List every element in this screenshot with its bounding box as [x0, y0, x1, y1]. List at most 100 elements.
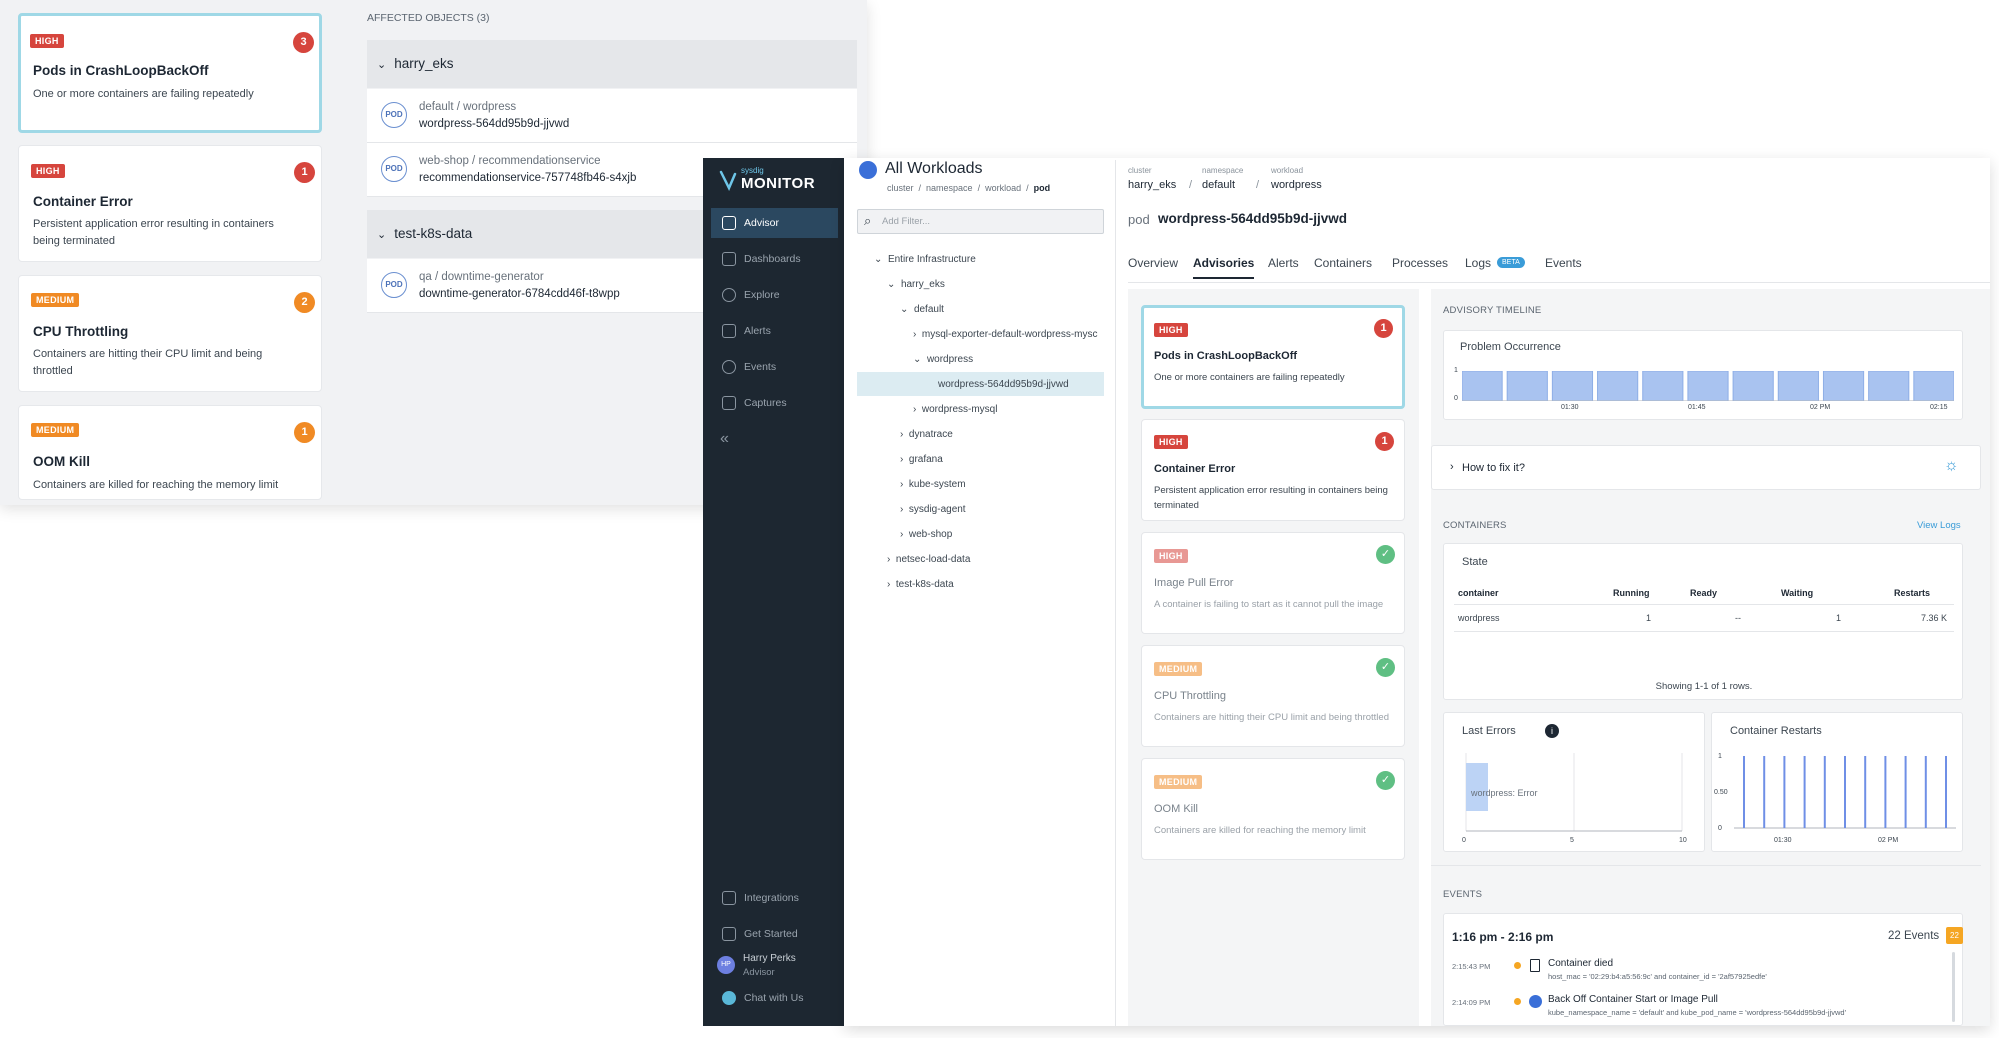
advisory-title: Pods in CrashLoopBackOff [33, 63, 209, 78]
nav-events[interactable]: Events [711, 352, 838, 382]
view-logs-link[interactable]: View Logs [1917, 520, 1961, 531]
x-tick: 02:15 [1930, 404, 1948, 411]
severity-badge: HIGH [1154, 323, 1188, 337]
nav-integrations[interactable]: Integrations [711, 883, 838, 913]
event-row[interactable]: 2:14:09 PM Back Off Container Start or I… [1444, 992, 1964, 1020]
value-cluster: harry_eks [1128, 179, 1177, 191]
tab-containers[interactable]: Containers [1314, 256, 1373, 270]
workloads-title: All Workloads [885, 160, 983, 177]
tree-label: test-k8s-data [895, 579, 954, 590]
dashboard-icon [722, 252, 736, 266]
timeline-bar [1868, 371, 1910, 401]
tree-item[interactable]: › mysql-exporter-default-wordpress-mysc [913, 329, 1098, 340]
timeline-bar [1506, 371, 1548, 401]
group-header[interactable]: ⌄ harry_eks [367, 40, 857, 88]
tree-label: harry_eks [900, 279, 945, 290]
compass-icon [722, 288, 736, 302]
tree-item[interactable]: › web-shop [900, 529, 953, 540]
user-role: Advisor [743, 967, 775, 978]
x-tick: 01:30 [1561, 404, 1579, 411]
timeline-bar [1551, 371, 1594, 401]
tree-item[interactable]: ⌄ wordpress [913, 354, 974, 365]
error-bar [1466, 763, 1488, 811]
crumb-pod[interactable]: pod [1033, 183, 1051, 193]
tab-advisories[interactable]: Advisories [1193, 256, 1255, 279]
advisory-title: OOM Kill [33, 454, 90, 469]
beta-badge: BETA [1497, 257, 1525, 268]
advisory-card[interactable]: HIGH 3 Pods in CrashLoopBackOff One or m… [18, 13, 322, 133]
check-icon: ✓ [1376, 545, 1395, 564]
tree-item[interactable]: › dynatrace [900, 429, 953, 440]
affected-object-row[interactable]: POD default / wordpress wordpress-564dd9… [367, 89, 857, 143]
tree-item[interactable]: › grafana [900, 454, 943, 465]
advisory-card[interactable]: HIGH 1 Container Error Persistent applic… [18, 145, 322, 262]
avatar[interactable]: HP [717, 956, 735, 974]
scrollbar[interactable] [1952, 952, 1955, 1022]
tree-label: wordpress-mysql [921, 404, 998, 415]
search-icon: ⌕ [864, 213, 872, 228]
advisory-card[interactable]: HIGH ✓ Image Pull Error A container is f… [1141, 532, 1405, 634]
info-icon[interactable]: i [1545, 724, 1559, 738]
crumb-namespace[interactable]: namespace [926, 183, 973, 193]
event-time: 2:14:09 PM [1452, 998, 1491, 1007]
last-errors-chart: Last Errors i wordpress: Error 0 5 10 [1443, 712, 1705, 852]
events-range: 1:16 pm - 2:16 pm [1452, 930, 1554, 944]
tree-item[interactable]: ⌄ Entire Infrastructure [874, 254, 976, 265]
advisory-card[interactable]: MEDIUM 2 CPU Throttling Containers are h… [18, 275, 322, 392]
tree-item[interactable]: ⌄ harry_eks [887, 279, 945, 290]
advisory-card[interactable]: MEDIUM ✓ OOM Kill Containers are killed … [1141, 758, 1405, 860]
advisory-card[interactable]: HIGH 1 Pods in CrashLoopBackOff One or m… [1141, 305, 1405, 409]
nav-dashboards[interactable]: Dashboards [711, 244, 838, 274]
crumb-cluster[interactable]: cluster [887, 183, 914, 193]
nav-get-started[interactable]: Get Started [711, 919, 838, 949]
crumb-workload[interactable]: workload [985, 183, 1022, 193]
column-header: Waiting [1781, 588, 1814, 598]
chart-title: Container Restarts [1730, 725, 1822, 737]
tree-item[interactable]: ⌄ default [900, 304, 944, 315]
advisor-icon [722, 216, 736, 230]
count-badge: 1 [294, 162, 315, 183]
tab-alerts[interactable]: Alerts [1268, 256, 1299, 270]
event-dot [1514, 998, 1521, 1005]
tree-label: dynatrace [908, 429, 953, 440]
advisory-title: OOM Kill [1154, 803, 1198, 815]
tab-events[interactable]: Events [1545, 256, 1582, 270]
advisory-card[interactable]: HIGH 1 Container Error Persistent applic… [1141, 419, 1405, 521]
label-cluster: cluster [1128, 166, 1152, 175]
cell: 1 [1646, 613, 1652, 623]
tree-label: default [913, 304, 944, 315]
advisory-card[interactable]: MEDIUM 1 OOM Kill Containers are killed … [18, 405, 322, 500]
advisory-title: CPU Throttling [1154, 690, 1226, 702]
filter-placeholder: Add Filter... [882, 216, 931, 227]
nav-alerts[interactable]: Alerts [711, 316, 838, 346]
sysdig-logo-icon [717, 168, 739, 192]
tree-item[interactable]: › kube-system [900, 479, 966, 490]
tree-label: web-shop [908, 529, 953, 540]
nav-captures[interactable]: Captures [711, 388, 838, 418]
chevron-right-icon: › [1450, 461, 1454, 473]
event-row[interactable]: 2:15:43 PM Container died host_mac = '02… [1444, 956, 1964, 984]
severity-badge: MEDIUM [31, 293, 80, 307]
collapse-icon[interactable]: « [720, 430, 729, 447]
tree-item[interactable]: › sysdig-agent [900, 504, 966, 515]
nav-explore[interactable]: Explore [711, 280, 838, 310]
object-name: downtime-generator-6784cdd46f-t8wpp [419, 288, 620, 300]
advisory-card[interactable]: MEDIUM ✓ CPU Throttling Containers are h… [1141, 645, 1405, 747]
tree-item-selected[interactable] [857, 372, 1104, 396]
object-namespace: web-shop / recommendationservice [419, 155, 601, 167]
tree-item[interactable]: › netsec-load-data [887, 554, 971, 565]
nav-advisor[interactable]: Advisor [711, 208, 838, 238]
tab-processes[interactable]: Processes [1392, 256, 1449, 270]
advisory-desc: Containers are killed for reaching the m… [1154, 825, 1366, 836]
table-row[interactable]: wordpress 1 -- 1 7.36 K [1444, 606, 1964, 630]
how-to-fix-row[interactable]: › How to fix it? ☼ [1431, 445, 1981, 490]
tree-item[interactable]: › wordpress-mysql [913, 404, 998, 415]
integrations-icon [722, 891, 736, 905]
tab-logs[interactable]: Logs [1465, 256, 1492, 270]
timeline-bar [1777, 371, 1819, 401]
advisory-desc: A container is failing to start as it ca… [1154, 599, 1384, 610]
tab-overview[interactable]: Overview [1128, 256, 1179, 270]
tree-item[interactable]: › test-k8s-data [887, 579, 954, 590]
filter-input[interactable]: ⌕ Add Filter... [857, 209, 1104, 234]
nav-chat[interactable]: Chat with Us [711, 983, 838, 1013]
